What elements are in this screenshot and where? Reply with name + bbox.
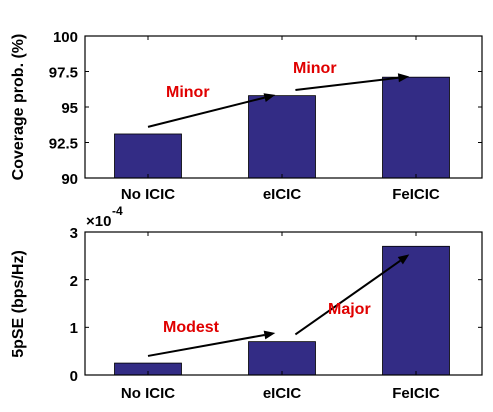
top-arrowhead-0 [263, 93, 276, 102]
top-ytick-label-1: 92.5 [49, 136, 78, 153]
top-arrowhead-1 [397, 73, 410, 83]
bottom-ytick-label-1: 1 [70, 320, 78, 337]
top-ylabel: Coverage prob. (%) [10, 34, 27, 181]
bottom-bar-1 [248, 341, 316, 376]
chart-top: 90 92.5 95 97.5 100 No ICIC eICIC FeICIC… [10, 29, 483, 203]
bottom-annotation-0: Modest [163, 319, 220, 336]
bottom-arrows [147, 254, 410, 357]
top-xtick-label-0: No ICIC [121, 186, 175, 203]
bottom-bar-2 [382, 245, 450, 376]
top-arrow-1 [295, 76, 399, 91]
top-annotation-1: Minor [293, 60, 337, 77]
bottom-ytick-label-2: 2 [70, 273, 78, 290]
top-xtick-label-2: FeICIC [392, 186, 440, 203]
bottom-arrowhead-0 [263, 330, 276, 340]
top-arrows [147, 73, 410, 128]
top-bar-0 [114, 133, 182, 179]
bottom-annotation-1: Major [328, 301, 371, 318]
bottom-arrowhead-1 [397, 254, 410, 265]
bottom-axes-box [84, 231, 483, 376]
top-ytick-label-2: 95 [61, 100, 78, 117]
bottom-xtick-label-0: No ICIC [121, 385, 175, 402]
bottom-ticks [85, 231, 482, 376]
bottom-xtick-label-2: FeICIC [392, 385, 440, 402]
top-ytick-label-3: 97.5 [49, 65, 78, 82]
bottom-bars [114, 245, 450, 376]
top-xtick-label-1: eICIC [263, 186, 302, 203]
top-bar-1 [248, 95, 316, 179]
bottom-exponent-power: -4 [112, 204, 123, 218]
top-ytick-label-4: 100 [53, 29, 78, 46]
bottom-arrow-0 [147, 334, 265, 357]
top-bars [114, 76, 450, 179]
top-bar-2 [382, 76, 450, 179]
bottom-ytick-label-3: 3 [70, 225, 78, 242]
top-arrow-0 [147, 96, 265, 128]
top-ticks [85, 35, 482, 179]
top-ytick-label-0: 90 [61, 171, 78, 188]
top-annotation-0: Minor [166, 84, 210, 101]
bottom-ytick-label-0: 0 [70, 368, 78, 385]
bottom-exponent-base: ×10 [86, 213, 111, 230]
bottom-xtick-label-1: eICIC [263, 385, 302, 402]
bottom-arrow-1 [294, 259, 401, 336]
bottom-ylabel: 5pSE (bps/Hz) [10, 250, 27, 358]
chart-bottom: 0 1 2 3 ×10 -4 No ICIC eICIC FeICIC 5pSE… [10, 204, 483, 402]
